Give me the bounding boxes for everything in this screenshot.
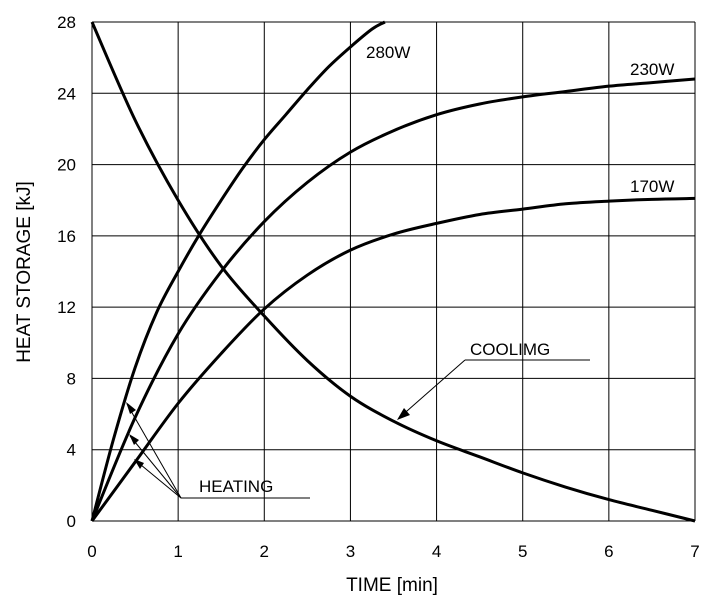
grid (91, 21, 696, 522)
y-tick-label: 24 (57, 84, 76, 103)
label-280w: 280W (366, 43, 410, 62)
y-tick-label: 0 (67, 512, 76, 531)
x-tick-label: 7 (690, 542, 699, 561)
x-tick-label: 5 (518, 542, 527, 561)
cooling-leader-line (398, 359, 466, 419)
label-170w: 170W (630, 177, 674, 196)
series-line-coolimg (90, 21, 696, 523)
series-line-280w (90, 20, 386, 522)
x-axis-label: TIME [min] (346, 575, 438, 596)
series-curves (90, 20, 696, 523)
y-tick-labels: 0 4 8 12 16 20 24 28 (57, 13, 76, 531)
label-heating: HEATING (199, 477, 273, 496)
leader-lines (126, 359, 590, 499)
y-tick-label: 12 (57, 298, 76, 317)
label-230w: 230W (630, 60, 674, 79)
y-tick-label: 4 (67, 441, 76, 460)
heating-arrowhead-2 (129, 434, 139, 445)
heating-leader-1 (126, 403, 182, 499)
series-line-170w (90, 196, 696, 522)
x-tick-label: 6 (604, 542, 613, 561)
y-axis-label: HEAT STORAGE [kJ] (14, 181, 35, 363)
label-cooling: COOLIMG (470, 340, 550, 359)
heating-leader-3 (134, 459, 182, 499)
x-tick-label: 1 (173, 542, 182, 561)
heating-arrowhead-3 (134, 459, 144, 469)
series-line-230w (90, 77, 696, 522)
y-tick-label: 16 (57, 227, 76, 246)
x-tick-label: 4 (432, 542, 441, 561)
heating-leader-2 (129, 435, 182, 499)
x-tick-labels: 0 1 2 3 4 5 6 7 (87, 542, 699, 561)
x-tick-label: 2 (260, 542, 269, 561)
y-tick-label: 28 (57, 13, 76, 32)
heating-arrowhead-1 (126, 402, 136, 414)
x-tick-label: 3 (346, 542, 355, 561)
y-tick-label: 8 (67, 369, 76, 388)
cooling-arrowhead (397, 408, 410, 420)
y-tick-label: 20 (57, 156, 76, 175)
x-tick-label: 0 (87, 542, 96, 561)
